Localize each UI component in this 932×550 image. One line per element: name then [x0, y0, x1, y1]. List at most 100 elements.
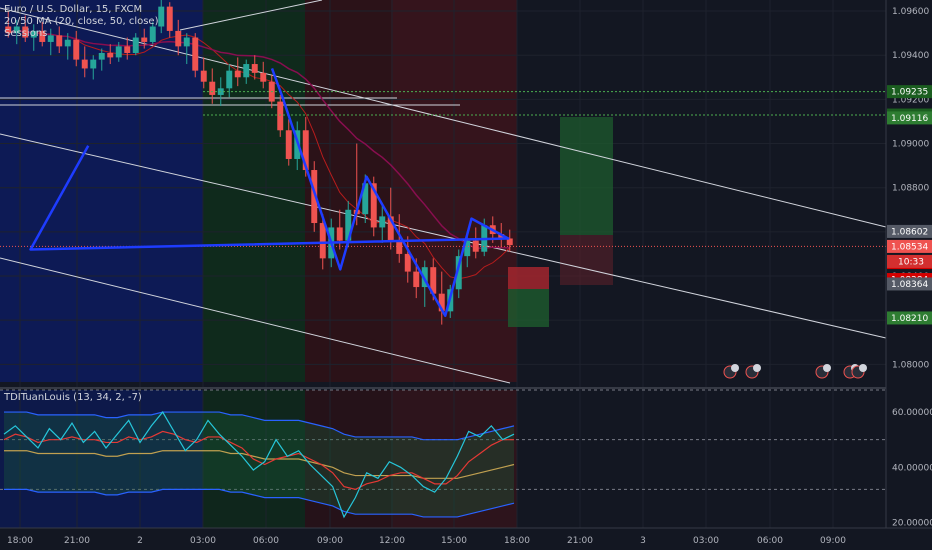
candle: [158, 0, 165, 34]
long-target-box[interactable]: [560, 117, 613, 235]
candle: [209, 68, 216, 104]
candle: [90, 55, 97, 80]
price-tag: 1.09116: [887, 111, 932, 125]
price-tag: 1.08210: [887, 311, 932, 325]
tdi-indicator-label[interactable]: TDITuanLouis (13, 34, 2, -7): [4, 392, 142, 403]
candle: [166, 2, 173, 38]
candle: [107, 44, 114, 65]
candle: [98, 48, 105, 71]
svg-text:1.08602: 1.08602: [891, 227, 928, 237]
candle: [472, 227, 479, 259]
candle: [234, 57, 241, 87]
price-tag: 1.08364: [887, 277, 932, 291]
event-markers[interactable]: [723, 364, 867, 379]
event-flag-icon[interactable]: [723, 364, 739, 379]
signal-line: [3, 430, 514, 490]
candle: [396, 214, 403, 263]
time-tick-label: 03:00: [190, 536, 216, 546]
abcd-pattern-line[interactable]: [29, 68, 510, 318]
candle: [56, 26, 63, 53]
tdi-indicator-pane: [0, 389, 886, 519]
indicator-legend[interactable]: TDITuanLouis (13, 34, 2, -7): [4, 392, 142, 404]
rsi-price-line: [3, 411, 515, 519]
svg-text:1.09116: 1.09116: [891, 114, 928, 124]
candle: [81, 46, 88, 78]
price-tick-label: 1.09200: [892, 95, 929, 105]
indicator-tick-labels: 60.00000 40.00000 20.00000: [892, 408, 932, 528]
session-london: [203, 0, 305, 382]
chart-legend[interactable]: Euro / U.S. Dollar, 15, FXCM 20/50 MA (2…: [4, 4, 158, 40]
countdown-tag: 10:33: [887, 254, 932, 268]
upper-band-line: [4, 411, 515, 441]
candle: [30, 24, 37, 51]
time-tick-label: 3: [640, 536, 646, 546]
time-tick-label: 06:00: [757, 536, 783, 546]
candle: [5, 11, 12, 38]
time-tick-label: 18:00: [504, 536, 530, 546]
candle: [200, 57, 207, 89]
candle: [285, 119, 292, 166]
event-flag-icon[interactable]: [815, 364, 831, 379]
price-tag: 1.08602: [887, 224, 932, 238]
ma-slow-line: [7, 29, 510, 250]
candle: [73, 30, 80, 67]
time-tick-label: 09:00: [317, 536, 343, 546]
svg-text:1.08534: 1.08534: [891, 242, 928, 252]
indicator-band: [4, 412, 514, 517]
svg-text:1.08210: 1.08210: [891, 314, 928, 324]
lower-band-line: [4, 488, 515, 518]
session-asia-ind: [0, 390, 203, 528]
time-tick-label: 03:00: [693, 536, 719, 546]
candle: [251, 55, 258, 80]
position-boxes[interactable]: [508, 117, 613, 327]
price-tag: 1.09235: [887, 85, 932, 99]
price-tag: 1.08534: [887, 239, 932, 253]
svg-text:10:33: 10:33: [898, 257, 924, 267]
time-tick-label: 21:00: [567, 536, 593, 546]
long-stop-box[interactable]: [560, 235, 613, 285]
candle: [438, 271, 445, 325]
time-axis[interactable]: 18:00 21:00 2 03:00 06:00 09:00 12:00 15:00 18:0…: [0, 527, 932, 550]
session-ny-ind: [305, 390, 391, 528]
candle: [404, 236, 411, 283]
price-tick-label: 1.09600: [892, 7, 929, 17]
candle: [226, 64, 233, 98]
ma-indicator-label[interactable]: 20/50 MA (20, close, 50, close): [4, 16, 159, 27]
price-tick-label: 1.08000: [892, 360, 929, 370]
price-axis[interactable]: 1.09600 1.09400 1.09200 1.09000 1.08800 1.086…: [885, 0, 932, 528]
candle: [22, 15, 29, 42]
candle: [141, 28, 148, 49]
event-flag-icon[interactable]: [851, 364, 867, 379]
lower-channel-line[interactable]: [0, 257, 511, 384]
indicator-tick-label: 40.00000: [892, 463, 932, 473]
candle: [175, 19, 182, 56]
candle: [115, 41, 122, 62]
middle-channel-line[interactable]: [0, 133, 887, 339]
time-tick-label: 18:00: [7, 536, 33, 546]
top-ray-line[interactable]: [179, 0, 323, 31]
candle: [277, 94, 284, 137]
candle: [455, 249, 462, 299]
price-tags: 1.092351.091291.091161.086021.085341.084…: [887, 85, 932, 325]
candle: [13, 19, 20, 45]
symbol-title[interactable]: Euro / U.S. Dollar, 15, FXCM: [4, 4, 143, 15]
time-tick-label: 06:00: [253, 536, 279, 546]
indicator-tick-label: 60.00000: [892, 408, 932, 418]
event-flag-icon[interactable]: [745, 364, 761, 379]
candle: [39, 22, 46, 47]
candle: [243, 59, 250, 84]
ma-fast-line: [8, 29, 511, 280]
time-tick-label: 21:00: [64, 536, 90, 546]
short-stop-box[interactable]: [508, 267, 549, 289]
short-target-box[interactable]: [508, 289, 549, 327]
indicator-tick-label: 20.00000: [892, 518, 932, 528]
candle: [132, 33, 139, 56]
time-tick-label: 15:00: [441, 536, 467, 546]
time-tick-label: 09:00: [820, 536, 846, 546]
candle: [192, 33, 199, 78]
price-tick-label: 1.08800: [892, 184, 929, 194]
sessions-indicator-label[interactable]: Sessions: [4, 28, 48, 39]
candle: [506, 229, 513, 252]
candle: [370, 176, 377, 237]
